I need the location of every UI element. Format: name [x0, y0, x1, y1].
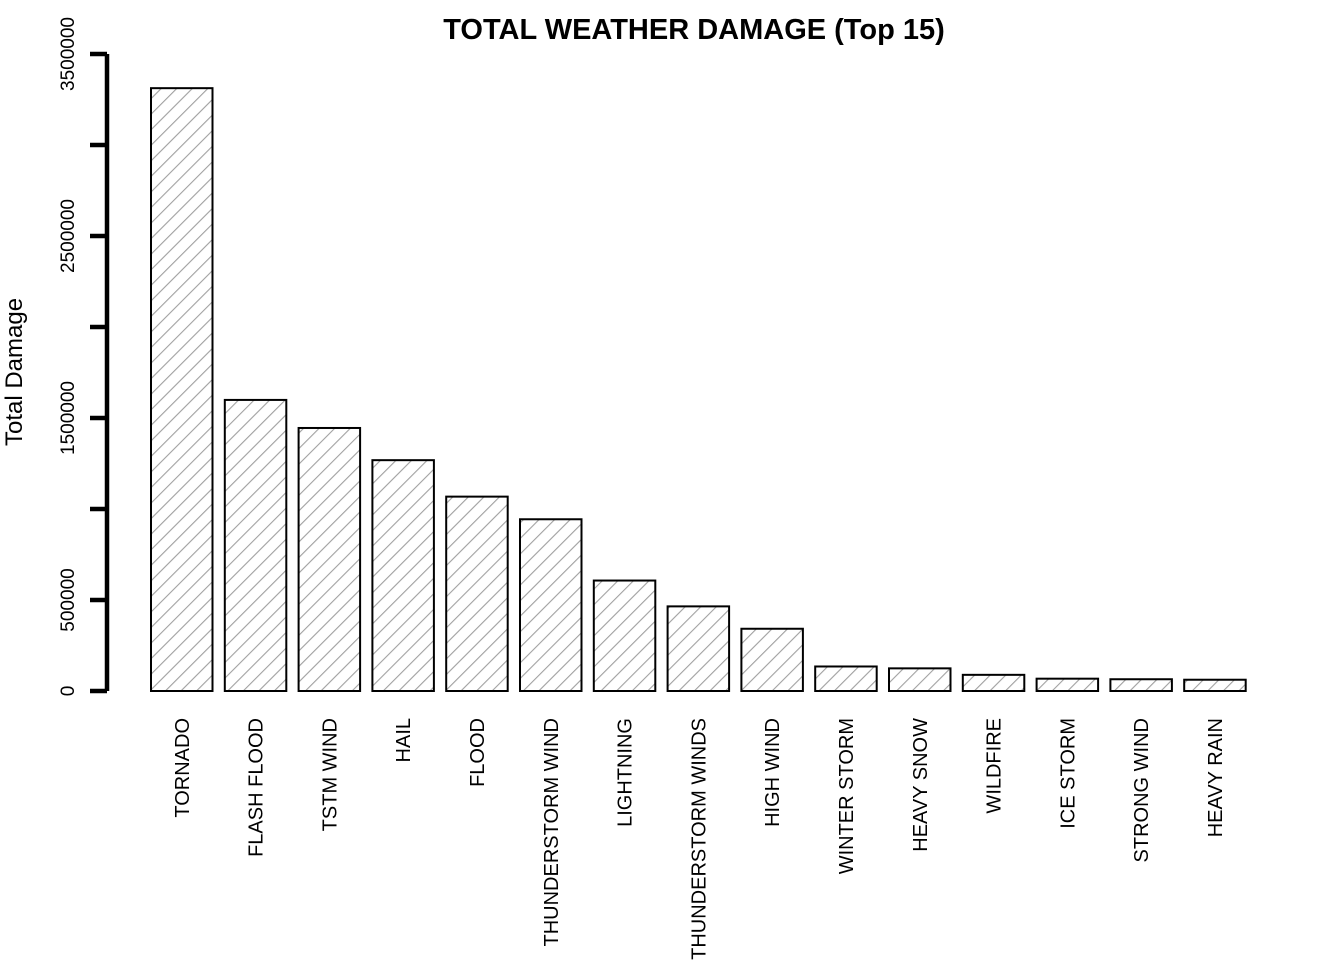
bar: [814, 665, 878, 693]
x-tick-label: TORNADO: [172, 718, 194, 818]
bar: [1183, 678, 1247, 692]
bar: [297, 426, 362, 692]
y-tick-label: 0: [58, 686, 79, 697]
category-labels: TORNADO FLASH FLOOD TSTM WIND HAIL FLOOD THUN…: [172, 718, 1227, 960]
x-tick-label: TSTM WIND: [319, 718, 341, 831]
x-tick-label: HEAVY SNOW: [910, 718, 932, 852]
bar: [592, 579, 657, 693]
x-tick-label: WINTER STORM: [836, 718, 858, 874]
bar: [371, 459, 435, 693]
y-tick-label: 500000: [58, 568, 79, 631]
x-tick-label: WILDFIRE: [984, 718, 1006, 814]
bars: [150, 87, 1247, 693]
y-axis-label: Total Damage: [1, 298, 28, 446]
bar: [888, 667, 952, 692]
y-axis: 0 500000 1500000 2500000 3500000: [58, 17, 110, 697]
bar: [223, 398, 288, 692]
y-tick-label: 2500000: [58, 199, 79, 273]
bar: [740, 627, 804, 693]
bar: [519, 518, 583, 692]
x-tick-label: HAIL: [393, 718, 415, 762]
x-tick-label: THUNDERSTORM WINDS: [688, 718, 710, 960]
bar: [1109, 678, 1173, 692]
x-tick-label: ICE STORM: [1057, 718, 1079, 829]
y-tick-label: 3500000: [58, 17, 79, 91]
x-tick-label: FLOOD: [467, 718, 489, 787]
bar: [961, 673, 1026, 693]
x-tick-label: HEAVY RAIN: [1205, 718, 1227, 837]
bar: [150, 87, 214, 692]
bar: [1035, 677, 1100, 692]
x-tick-label: FLASH FLOOD: [246, 718, 268, 857]
x-tick-label: HIGH WIND: [762, 718, 784, 827]
bar: [666, 605, 731, 693]
chart-title: TOTAL WEATHER DAMAGE (Top 15): [443, 14, 945, 46]
x-tick-label: THUNDERSTORM WIND: [541, 718, 563, 947]
x-tick-label: STRONG WIND: [1131, 718, 1153, 862]
y-tick-label: 1500000: [58, 381, 79, 455]
x-tick-label: LIGHTNING: [615, 718, 637, 827]
bar: [445, 495, 509, 692]
